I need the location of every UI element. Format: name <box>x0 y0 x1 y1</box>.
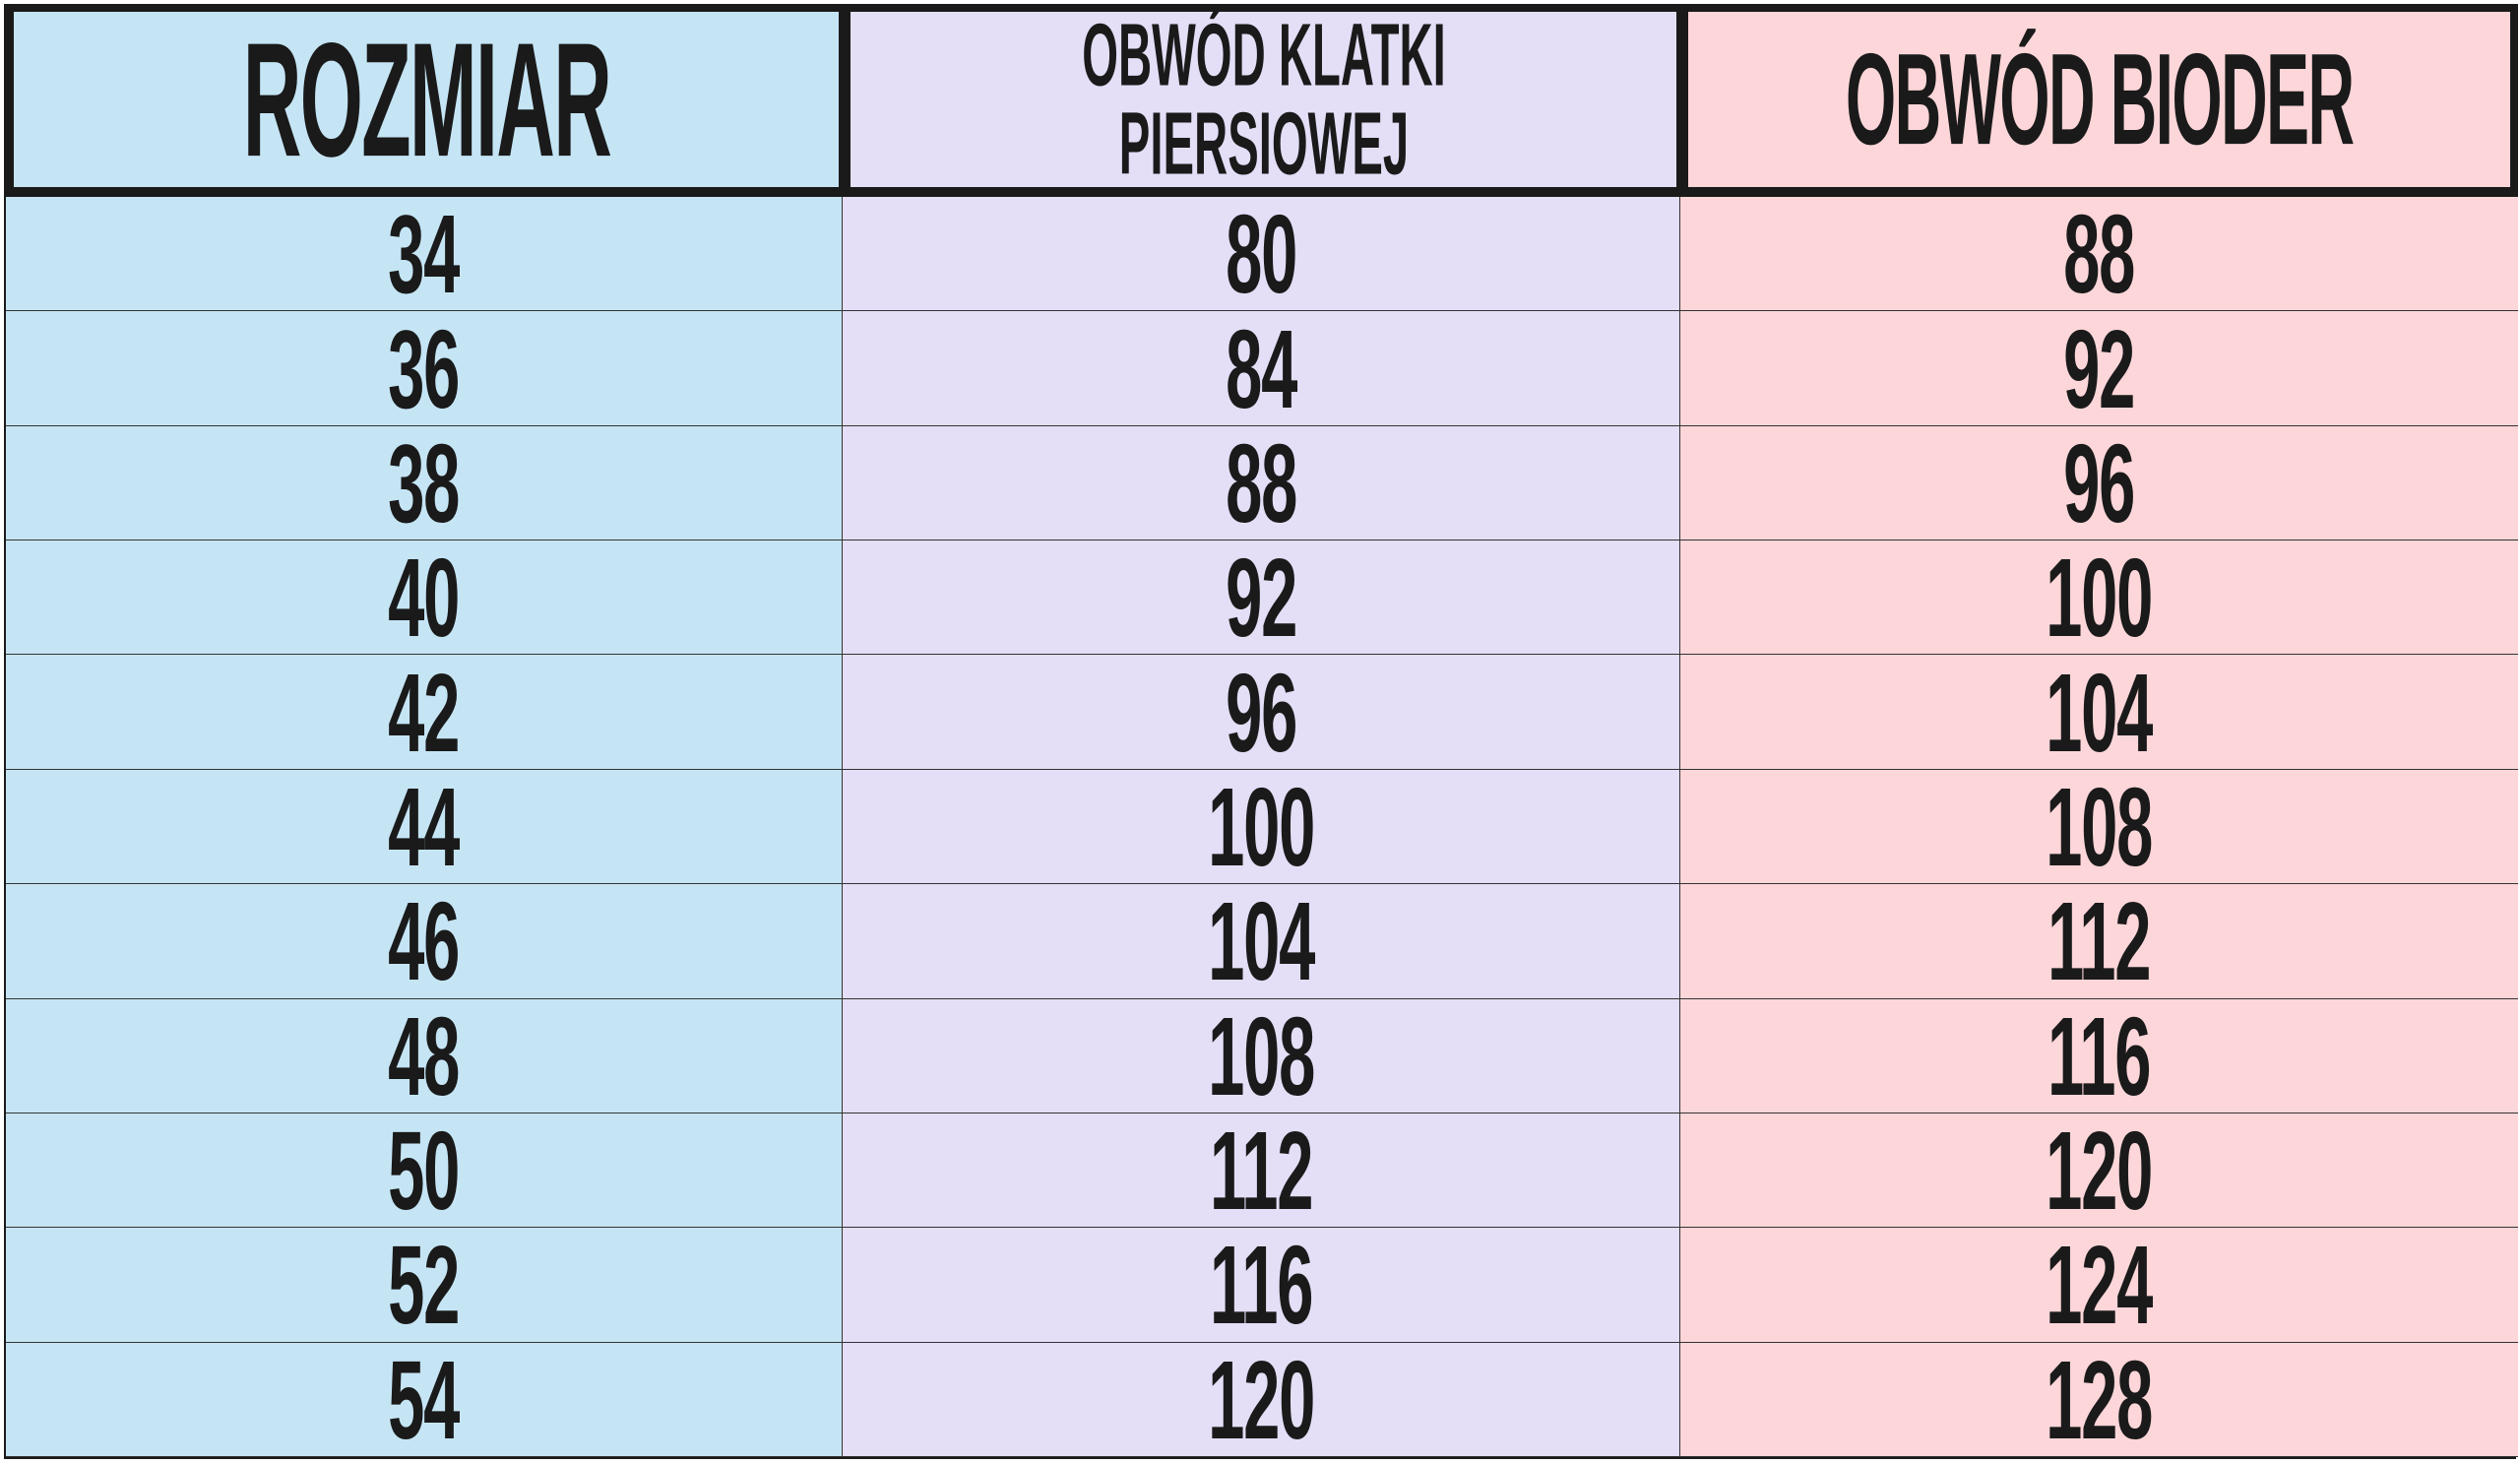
cell-hips: 100 <box>1680 541 2518 656</box>
cell-hips: 120 <box>1680 1113 2518 1229</box>
cell-hips-value: 120 <box>2046 1113 2153 1229</box>
cell-hips: 124 <box>1680 1228 2518 1343</box>
cell-chest: 116 <box>843 1228 1680 1343</box>
cell-hips: 92 <box>1680 311 2518 426</box>
cell-size-value: 34 <box>388 197 460 312</box>
cell-chest-value: 100 <box>1207 769 1315 885</box>
cell-size: 54 <box>6 1342 843 1457</box>
cell-hips: 108 <box>1680 769 2518 885</box>
cell-hips: 112 <box>1680 884 2518 999</box>
cell-chest: 80 <box>843 197 1680 312</box>
header-chest-line2: PIERSIOWEJ <box>1118 94 1409 194</box>
cell-hips-value: 92 <box>2063 311 2135 426</box>
cell-size-value: 38 <box>388 425 460 541</box>
cell-size: 50 <box>6 1113 843 1229</box>
cell-hips: 104 <box>1680 655 2518 770</box>
cell-size-value: 54 <box>388 1342 460 1457</box>
cell-hips: 88 <box>1680 197 2518 312</box>
cell-hips-value: 88 <box>2063 197 2135 312</box>
cell-size: 34 <box>6 197 843 312</box>
cell-size-value: 44 <box>388 769 460 885</box>
cell-hips: 96 <box>1680 425 2518 541</box>
cell-size: 48 <box>6 998 843 1113</box>
cell-hips-value: 124 <box>2046 1228 2153 1343</box>
cell-chest: 100 <box>843 769 1680 885</box>
cell-chest: 96 <box>843 655 1680 770</box>
cell-chest-value: 120 <box>1207 1342 1315 1457</box>
header-size-label: ROZMIAR <box>242 8 611 190</box>
header-hips: OBWÓD BIODER <box>1680 4 2518 197</box>
size-chart-table: ROZMIAR OBWÓD KLATKI PIERSIOWEJ OBWÓD BI… <box>4 4 2518 1459</box>
cell-chest-value: 84 <box>1225 311 1297 426</box>
cell-size: 42 <box>6 655 843 770</box>
cell-size-value: 36 <box>388 311 460 426</box>
cell-chest: 88 <box>843 425 1680 541</box>
cell-chest-value: 96 <box>1225 655 1297 770</box>
cell-chest-value: 108 <box>1207 998 1315 1113</box>
header-size: ROZMIAR <box>6 4 843 197</box>
cell-hips-value: 104 <box>2046 655 2153 770</box>
cell-hips-value: 116 <box>2048 998 2152 1113</box>
cell-size: 52 <box>6 1228 843 1343</box>
cell-chest-value: 112 <box>1209 1113 1314 1229</box>
header-chest: OBWÓD KLATKI PIERSIOWEJ <box>843 4 1680 197</box>
cell-hips-value: 108 <box>2046 769 2153 885</box>
cell-hips: 128 <box>1680 1342 2518 1457</box>
cell-chest-value: 92 <box>1225 541 1297 656</box>
cell-hips: 116 <box>1680 998 2518 1113</box>
cell-size-value: 52 <box>388 1228 460 1343</box>
cell-hips-value: 128 <box>2046 1342 2153 1457</box>
cell-size: 38 <box>6 425 843 541</box>
cell-hips-value: 96 <box>2063 425 2135 541</box>
cell-chest: 108 <box>843 998 1680 1113</box>
cell-size-value: 42 <box>388 655 460 770</box>
cell-size: 36 <box>6 311 843 426</box>
cell-size-value: 46 <box>388 884 460 999</box>
cell-size-value: 40 <box>388 541 460 656</box>
cell-chest: 112 <box>843 1113 1680 1229</box>
cell-chest-value: 80 <box>1225 197 1297 312</box>
cell-chest: 120 <box>843 1342 1680 1457</box>
cell-size-value: 50 <box>388 1113 460 1229</box>
cell-hips-value: 112 <box>2048 884 2152 999</box>
cell-size: 46 <box>6 884 843 999</box>
header-hips-label: OBWÓD BIODER <box>1845 27 2355 172</box>
cell-hips-value: 100 <box>2046 541 2153 656</box>
cell-size: 40 <box>6 541 843 656</box>
cell-chest: 92 <box>843 541 1680 656</box>
cell-size-value: 48 <box>388 998 460 1113</box>
cell-chest-value: 116 <box>1209 1228 1314 1343</box>
cell-chest-value: 104 <box>1207 884 1315 999</box>
cell-chest: 104 <box>843 884 1680 999</box>
cell-chest-value: 88 <box>1225 425 1297 541</box>
cell-chest: 84 <box>843 311 1680 426</box>
header-chest-label: OBWÓD KLATKI PIERSIOWEJ <box>1082 12 1446 187</box>
cell-size: 44 <box>6 769 843 885</box>
header-chest-line1: OBWÓD KLATKI <box>1081 5 1446 105</box>
